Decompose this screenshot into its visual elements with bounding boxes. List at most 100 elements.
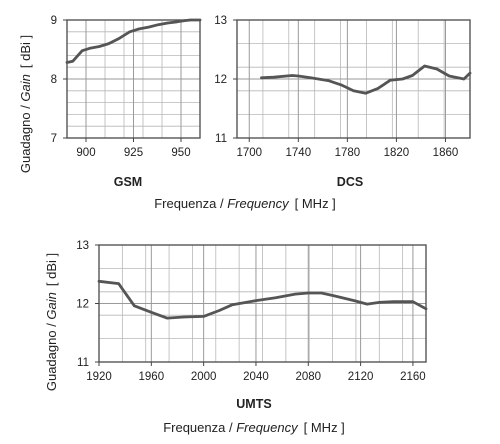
data-point [333,294,336,298]
x-tick-label: 925 [124,147,143,159]
x-label-italic: Frequency [227,196,290,211]
data-point [468,71,472,75]
x-label-main: Frequenza / [154,196,227,211]
y-label-main: Guadagno / [18,102,33,174]
x-tick-label: 2120 [348,371,374,383]
bottom-x-axis-title: Frequenza / Frequency [ MHz ] [163,420,345,435]
data-point [183,19,186,22]
data-point [291,74,294,77]
data-point [133,304,136,307]
y-label-italic: Gain [18,74,33,101]
data-point [294,292,297,296]
y-tick-label: 8 [51,74,57,86]
data-point [272,76,275,79]
y-tick-label: 13 [76,240,89,252]
data-point [117,282,120,285]
y-tick-label: 7 [51,133,57,145]
data-point [297,74,300,78]
x-tick-label: 1820 [384,147,410,159]
y-tick-label: 11 [215,133,227,145]
data-point [352,299,356,302]
data-point [128,30,131,33]
x-label-main: Frequenza / [163,420,236,435]
data-point [166,21,169,25]
data-point [165,316,169,320]
dcs-chart: DCS 1700 1740 1780 1820 1860 11 12 13 [214,15,472,189]
top-y-axis-title: Guadagno / Gain [ dBi ] [18,35,33,173]
data-point [107,42,111,45]
data-point [448,74,451,78]
data-point [352,89,355,93]
y-label-unit: [ dBi ] [44,253,59,286]
x-tick-label: 2000 [191,371,217,383]
data-point [365,302,369,306]
data-point [307,291,310,295]
umts-chart: UMTS 1920 1960 2000 2040 2080 2120 2160 11 12 13 [76,240,428,411]
data-point [182,315,186,319]
data-point [71,60,74,63]
x-tick-label: 1860 [433,147,459,159]
data-point [202,315,205,318]
data-point [198,18,202,22]
data-point [364,92,367,95]
data-point [327,79,331,83]
data-point [411,74,414,77]
y-tick-label: 13 [214,15,227,27]
x-tick-label: 950 [171,147,190,159]
x-tick-label: 1920 [86,371,112,383]
x-tick-label: 1960 [139,371,165,383]
y-tick-label: 12 [76,299,89,311]
y-tick-label: 11 [77,357,89,369]
data-point [150,311,153,314]
x-tick-label: 1780 [335,147,361,159]
x-tick-label: 900 [76,147,95,159]
y-label-main: Guadagno / [44,320,59,392]
data-point [176,20,179,23]
x-label-unit: [ MHz ] [295,196,336,211]
data-point [424,307,428,310]
data-point [376,87,380,90]
x-tick-label: 1740 [286,147,312,159]
data-point [435,67,439,71]
gsm-grid [67,19,200,139]
gsm-gain-line [65,18,202,64]
dcs-grid [237,19,470,139]
x-tick-label: 1700 [236,147,262,159]
umts-caption: UMTS [236,397,271,411]
bottom-y-axis-title: Guadagno / Gain [ dBi ] [44,253,59,391]
x-tick-label: 2160 [400,371,426,383]
data-point [411,300,415,303]
data-point [81,49,84,52]
data-point [98,45,101,48]
data-point [138,27,141,31]
gsm-caption: GSM [114,175,142,189]
x-tick-label: 2040 [243,371,269,383]
x-label-italic: Frequency [236,420,299,435]
data-point [231,303,234,306]
data-point [274,296,277,299]
data-point [423,64,426,68]
dcs-gain-line [260,64,472,95]
data-point [309,76,312,80]
data-point [65,61,69,64]
x-label-unit: [ MHz ] [304,420,345,435]
data-point [392,300,395,303]
y-tick-label: 12 [214,74,227,86]
y-tick-label: 9 [51,15,57,27]
data-point [218,309,221,312]
data-point [157,23,160,26]
data-point [462,77,466,81]
data-point [340,83,343,87]
data-point [389,79,392,82]
top-x-axis-title: Frequenza / Frequency [ MHz ] [154,196,336,211]
data-point [320,291,323,295]
x-tick-label: 2080 [295,371,321,383]
y-label-italic: Gain [44,292,59,319]
data-point [117,37,120,41]
dcs-caption: DCS [337,175,363,189]
data-point [254,299,258,302]
data-point [260,76,263,80]
data-point [401,77,404,81]
data-point [88,47,92,50]
